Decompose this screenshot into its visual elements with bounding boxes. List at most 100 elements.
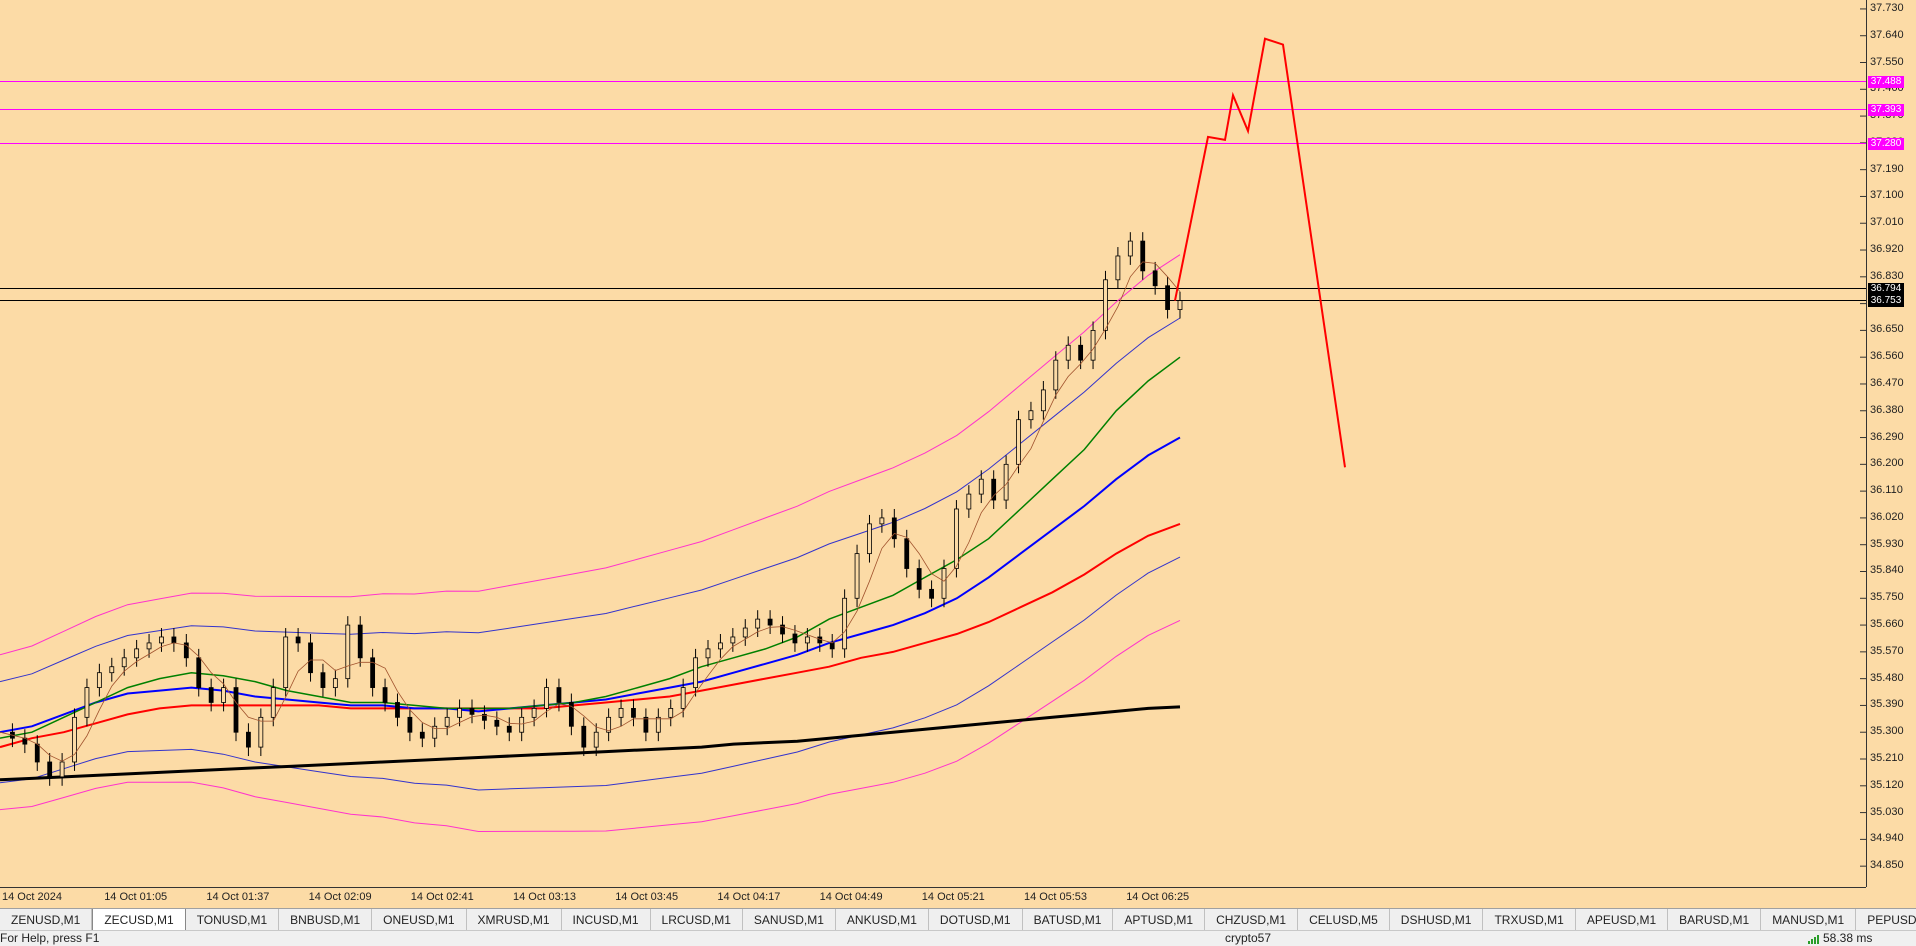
profile-name[interactable]: crypto57 — [1225, 931, 1272, 945]
tab-celusd-m5[interactable]: CELUSD,M5 — [1298, 909, 1390, 931]
tab-bnbusd-m1[interactable]: BNBUSD,M1 — [279, 909, 373, 931]
price-tick-label: 34.850 — [1870, 859, 1904, 872]
tab-zenusd-m1[interactable]: ZENUSD,M1 — [0, 909, 93, 931]
candle-body — [767, 618, 773, 626]
magenta-level-price-label: 37.393 — [1868, 103, 1904, 116]
tab-xmrusd-m1[interactable]: XMRUSD,M1 — [467, 909, 562, 931]
candle-body — [1065, 344, 1071, 361]
candle-body — [370, 657, 376, 688]
candle-body — [1053, 359, 1059, 391]
tab-chzusd-m1[interactable]: CHZUSD,M1 — [1205, 909, 1299, 931]
candle-body — [47, 761, 53, 778]
candle-body — [680, 687, 686, 709]
ema-long-line — [0, 705, 1181, 782]
tab-barusd-m1[interactable]: BARUSD,M1 — [1668, 909, 1762, 931]
candle-body — [109, 666, 115, 674]
price-tick-label: 36.560 — [1870, 350, 1904, 363]
tab-tonusd-m1[interactable]: TONUSD,M1 — [186, 909, 280, 931]
ema-mid-line — [0, 436, 1181, 734]
time-tick-label: 14 Oct 01:37 — [206, 891, 270, 903]
tab-manusd-m1[interactable]: MANUSD,M1 — [1761, 909, 1857, 931]
tab-trxusd-m1[interactable]: TRXUSD,M1 — [1483, 909, 1576, 931]
time-axis[interactable]: 14 Oct 2024 14 Oct 01:05 14 Oct 01:37 14 Oc… — [0, 887, 1866, 909]
price-tick-label: 35.930 — [1870, 537, 1904, 550]
thin-ma-line — [0, 261, 1181, 762]
candle-body — [469, 708, 475, 715]
candle-body — [221, 687, 226, 703]
candle-body — [345, 624, 351, 680]
tab-batusd-m1[interactable]: BATUSD,M1 — [1023, 909, 1114, 931]
candle-body — [432, 725, 438, 739]
tab-aptusd-m1[interactable]: APTUSD,M1 — [1113, 909, 1206, 931]
candle-body — [1016, 419, 1021, 465]
candle-body — [1003, 463, 1009, 501]
time-tick-label: 14 Oct 05:53 — [1024, 891, 1087, 903]
tab-pepusd-m1[interactable]: PEPUSD,M1 — [1856, 909, 1916, 931]
price-tick-label: 36.650 — [1870, 323, 1904, 336]
candle-body — [59, 761, 65, 778]
candle-body — [121, 657, 127, 668]
time-tick-label: 14 Oct 02:41 — [410, 891, 474, 903]
price-tick-label: 35.120 — [1870, 778, 1904, 791]
candle-body — [332, 678, 338, 688]
candle-body — [804, 636, 810, 644]
price-tick-label: 36.200 — [1870, 457, 1904, 470]
candle-body — [357, 624, 363, 659]
price-tick-label: 36.020 — [1870, 510, 1904, 523]
candle-body — [742, 627, 748, 638]
bollinger-outer-lower — [0, 619, 1181, 833]
tab-oneusd-m1[interactable]: ONEUSD,M1 — [372, 909, 467, 931]
price-tick-label: 35.750 — [1870, 591, 1904, 604]
candle-body — [519, 716, 525, 733]
candle-body — [506, 725, 512, 733]
candle-body — [916, 568, 922, 590]
candle-body — [544, 687, 549, 709]
candle-body — [233, 687, 239, 733]
tab-ankusd-m1[interactable]: ANKUSD,M1 — [836, 909, 929, 931]
candle-body — [978, 478, 984, 495]
price-tick-label: 34.940 — [1870, 832, 1904, 845]
candle-body — [283, 636, 289, 688]
tab-apeusd-m1[interactable]: APEUSD,M1 — [1576, 909, 1669, 931]
price-tick-label: 35.210 — [1870, 752, 1904, 764]
tab-dotusd-m1[interactable]: DOTUSD,M1 — [929, 909, 1023, 931]
price-tick-label: 35.660 — [1870, 618, 1904, 631]
tab-zecusd-m1[interactable]: ZECUSD,M1 — [92, 909, 186, 931]
tab-lrcusd-m1[interactable]: LRCUSD,M1 — [651, 909, 743, 931]
candle-body — [1152, 270, 1158, 287]
black-level-price-label: 36.794 — [1868, 282, 1904, 295]
bollinger-outer-upper — [0, 254, 1181, 656]
connection-status[interactable]: 58.38 ms — [1808, 931, 1872, 946]
candle-body — [867, 523, 872, 555]
candle-body — [618, 708, 624, 718]
candle-body — [146, 642, 152, 650]
price-tick-label: 37.550 — [1870, 55, 1904, 68]
candle-body — [854, 553, 860, 599]
price-tick-label: 37.640 — [1870, 28, 1904, 41]
status-bar: For Help, press F1 crypto57 58.38 ms — [0, 930, 1916, 946]
tab-dshusd-m1[interactable]: DSHUSD,M1 — [1390, 909, 1484, 931]
candle-body — [482, 713, 487, 721]
candle-body — [72, 716, 77, 763]
time-tick-label: 14 Oct 04:49 — [819, 891, 883, 903]
candle-body — [96, 672, 102, 688]
tab-incusd-m1[interactable]: INCUSD,M1 — [562, 909, 651, 931]
time-tick-label: 14 Oct 03:45 — [615, 891, 679, 903]
candle-body — [395, 702, 400, 718]
ema-slow-line — [0, 522, 1181, 749]
candle-body — [792, 633, 798, 644]
candle-body — [966, 493, 972, 510]
chart-plot-area[interactable] — [0, 0, 1866, 887]
candle-body — [780, 624, 785, 635]
price-tick-label: 35.030 — [1870, 805, 1904, 818]
candle-body — [718, 642, 723, 650]
tab-sanusd-m1[interactable]: SANUSD,M1 — [743, 909, 836, 931]
candle-body — [991, 478, 997, 501]
candle-body — [134, 648, 140, 659]
candle-body — [171, 636, 177, 644]
price-chart[interactable] — [0, 0, 1866, 887]
black-level-price-label: 36.753 — [1868, 294, 1904, 307]
candle-body — [842, 597, 848, 650]
price-tick-label: 36.380 — [1870, 403, 1904, 416]
candle-body — [606, 716, 612, 733]
